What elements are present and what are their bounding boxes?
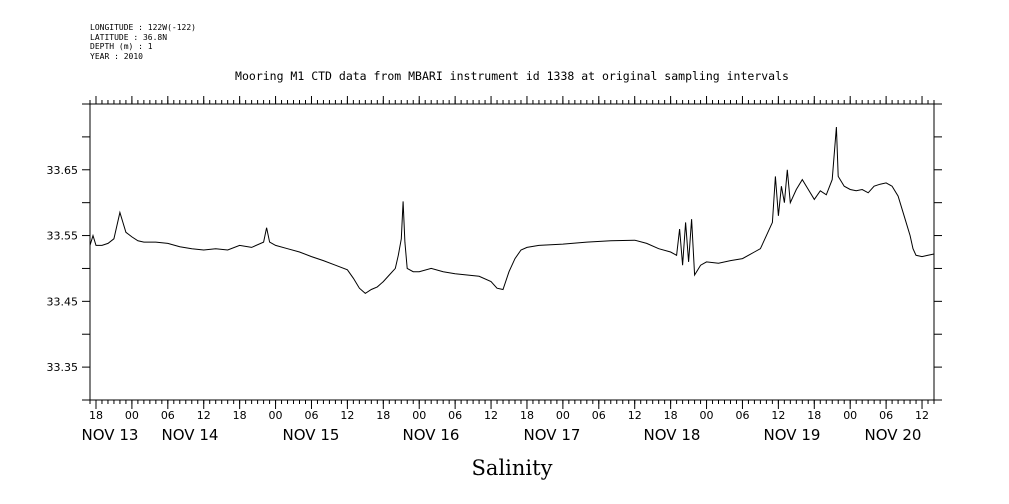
x-tick-label: 12 — [484, 409, 498, 422]
day-label: NOV 19 — [764, 426, 821, 444]
latitude-label: LATITUDE : 36.8N — [90, 33, 167, 42]
day-label: NOV 16 — [403, 426, 460, 444]
y-tick-label: 33.45 — [47, 295, 79, 308]
y-tick-label: 33.55 — [47, 230, 79, 243]
y-tick-label: 33.35 — [47, 361, 79, 374]
x-tick-label: 18 — [233, 409, 247, 422]
chart-title: Mooring M1 CTD data from MBARI instrumen… — [235, 69, 789, 83]
x-tick-label: 00 — [269, 409, 283, 422]
y-axis-ticks: 33.35 33.45 33.55 33.65 — [47, 103, 942, 401]
x-tick-label: 18 — [376, 409, 390, 422]
x-axis-label: Salinity — [472, 456, 553, 480]
x-tick-label: 00 — [125, 409, 139, 422]
x-tick-label: 18 — [664, 409, 678, 422]
x-tick-label: 00 — [412, 409, 426, 422]
day-label: NOV 17 — [524, 426, 581, 444]
day-label: NOV 18 — [644, 426, 701, 444]
plot-frame — [89, 103, 935, 401]
year-label: YEAR : 2010 — [90, 52, 143, 61]
x-tick-label: 06 — [161, 409, 175, 422]
x-tick-label: 12 — [197, 409, 211, 422]
minor-tick-group — [89, 100, 935, 404]
day-labels: NOV 13 NOV 14 NOV 15 NOV 16 NOV 17 NOV 18 NOV … — [82, 426, 922, 444]
x-tick-label: 18 — [807, 409, 821, 422]
x-tick-label: 12 — [771, 409, 785, 422]
x-tick-label: 06 — [304, 409, 318, 422]
day-label: NOV 14 — [162, 426, 219, 444]
day-label: NOV 13 — [82, 426, 139, 444]
x-tick-label: 00 — [843, 409, 857, 422]
x-tick-label: 06 — [879, 409, 893, 422]
x-tick-label: 18 — [89, 409, 103, 422]
longitude-label: LONGITUDE : 122W(-122) — [90, 23, 196, 32]
x-tick-label: 12 — [340, 409, 354, 422]
x-tick-label: 06 — [448, 409, 462, 422]
x-tick-label: 12 — [915, 409, 929, 422]
x-tick-label: 12 — [628, 409, 642, 422]
x-tick-label: 00 — [700, 409, 714, 422]
x-tick-label: 06 — [735, 409, 749, 422]
y-tick-label: 33.65 — [47, 164, 79, 177]
x-axis-ticks: 18 00 06 12 18 00 06 12 18 00 06 12 18 00 06 12 18 00 06 12… — [89, 96, 929, 422]
salinity-series-line — [89, 126, 935, 295]
day-label: NOV 15 — [283, 426, 340, 444]
x-tick-label: 00 — [556, 409, 570, 422]
x-tick-label: 18 — [520, 409, 534, 422]
x-tick-label: 06 — [592, 409, 606, 422]
depth-label: DEPTH (m) : 1 — [90, 42, 153, 51]
day-label: NOV 20 — [865, 426, 922, 444]
